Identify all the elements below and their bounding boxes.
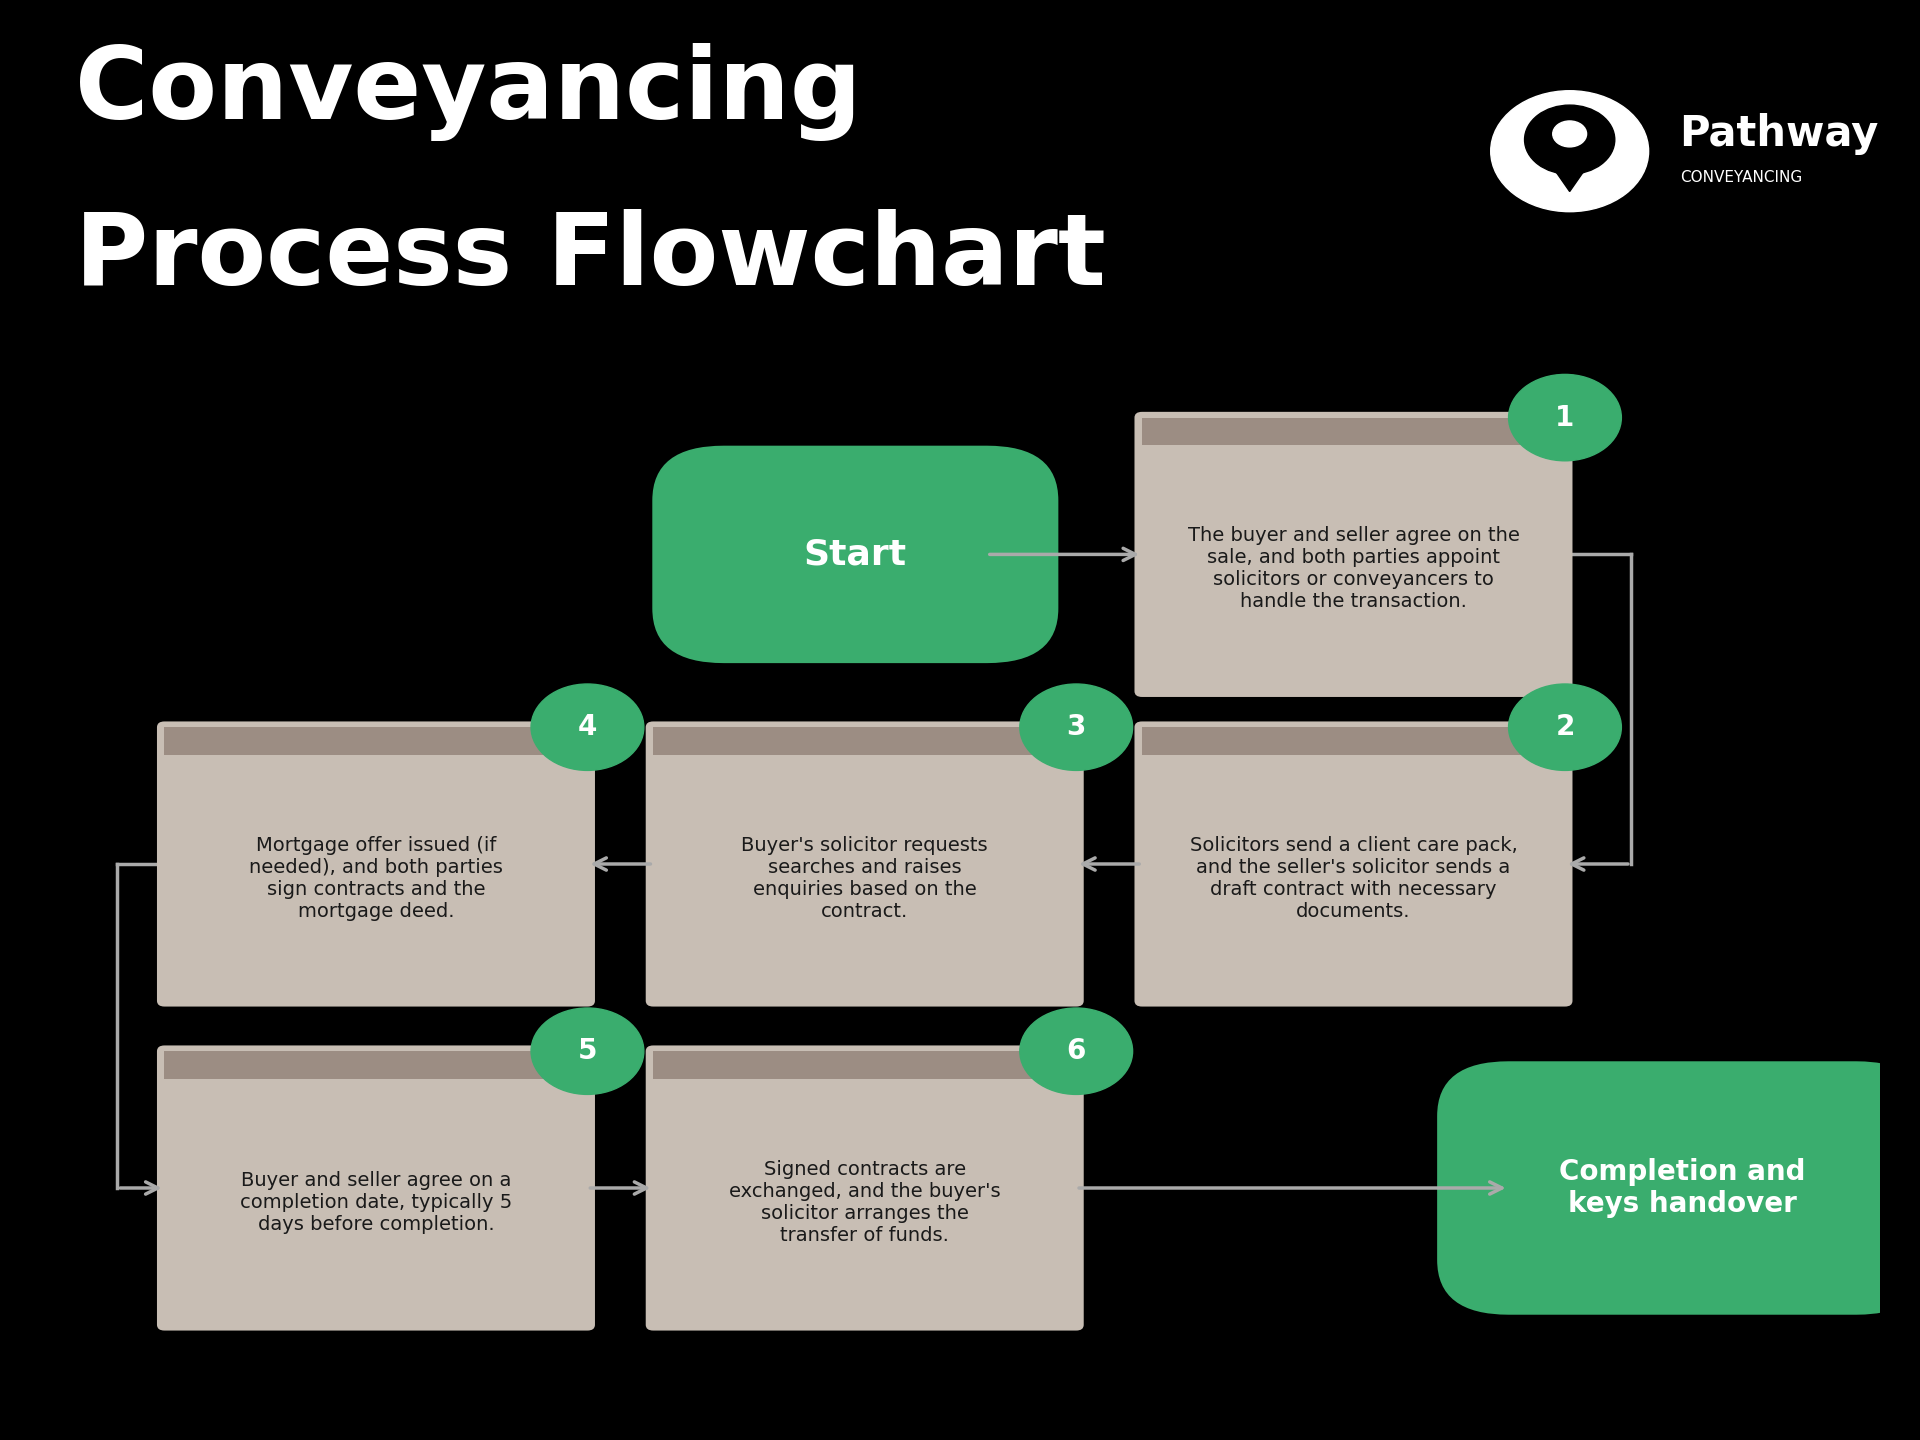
Circle shape — [1509, 684, 1620, 770]
FancyBboxPatch shape — [653, 446, 1058, 662]
Bar — [165, 1051, 588, 1079]
FancyBboxPatch shape — [157, 721, 595, 1007]
Text: Signed contracts are
exchanged, and the buyer's
solicitor arranges the
transfer : Signed contracts are exchanged, and the … — [730, 1159, 1000, 1246]
Text: 2: 2 — [1555, 713, 1574, 742]
Polygon shape — [1534, 140, 1605, 192]
Text: 6: 6 — [1066, 1037, 1087, 1066]
FancyBboxPatch shape — [1438, 1061, 1920, 1315]
Circle shape — [1524, 105, 1615, 174]
Circle shape — [1553, 121, 1586, 147]
Text: CONVEYANCING: CONVEYANCING — [1680, 170, 1803, 184]
Circle shape — [1020, 1008, 1133, 1094]
Bar — [165, 727, 588, 755]
Text: The buyer and seller agree on the
sale, and both parties appoint
solicitors or c: The buyer and seller agree on the sale, … — [1188, 526, 1519, 612]
Bar — [653, 727, 1077, 755]
Bar — [1142, 727, 1565, 755]
Bar — [653, 1051, 1077, 1079]
Circle shape — [1509, 374, 1620, 461]
Text: Completion and
keys handover: Completion and keys handover — [1559, 1158, 1805, 1218]
Text: Pathway: Pathway — [1678, 112, 1878, 156]
Bar — [1142, 418, 1565, 445]
Text: 5: 5 — [578, 1037, 597, 1066]
Text: Start: Start — [804, 537, 906, 572]
Text: Buyer and seller agree on a
completion date, typically 5
days before completion.: Buyer and seller agree on a completion d… — [240, 1171, 513, 1234]
Text: Mortgage offer issued (if
needed), and both parties
sign contracts and the
mortg: Mortgage offer issued (if needed), and b… — [250, 835, 503, 922]
Text: Buyer's solicitor requests
searches and raises
enquiries based on the
contract.: Buyer's solicitor requests searches and … — [741, 835, 989, 922]
FancyBboxPatch shape — [157, 1045, 595, 1331]
FancyBboxPatch shape — [645, 1045, 1083, 1331]
Text: 3: 3 — [1066, 713, 1087, 742]
FancyBboxPatch shape — [645, 721, 1083, 1007]
Circle shape — [1020, 684, 1133, 770]
Circle shape — [532, 1008, 643, 1094]
Text: Solicitors send a client care pack,
and the seller's solicitor sends a
draft con: Solicitors send a client care pack, and … — [1190, 835, 1517, 922]
Circle shape — [532, 684, 643, 770]
FancyBboxPatch shape — [1135, 412, 1572, 697]
FancyBboxPatch shape — [1135, 721, 1572, 1007]
Circle shape — [1490, 91, 1649, 212]
Text: 1: 1 — [1555, 403, 1574, 432]
Text: Process Flowchart: Process Flowchart — [75, 209, 1106, 305]
Text: 4: 4 — [578, 713, 597, 742]
Text: Conveyancing: Conveyancing — [75, 43, 862, 141]
